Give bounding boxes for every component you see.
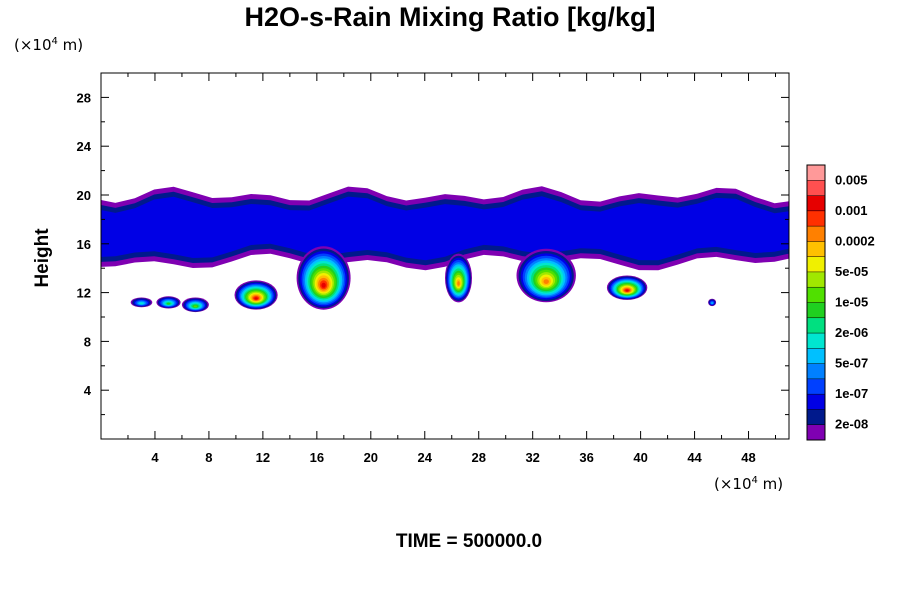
colorbar-label: 0.001 <box>835 203 868 218</box>
y-tick-label: 8 <box>84 334 91 349</box>
convective-cell <box>516 248 576 303</box>
x-tick-label: 44 <box>687 450 702 465</box>
convective-cell <box>296 246 351 310</box>
y-unit-suffix: m) <box>57 36 84 54</box>
convective-cell <box>708 298 717 307</box>
colorbar-label: 1e-05 <box>835 295 868 310</box>
colorbar-label: 0.0002 <box>835 233 875 248</box>
x-tick-label: 8 <box>205 450 212 465</box>
y-tick-label: 28 <box>77 90 91 105</box>
x-unit-prefix: (×10 <box>714 475 752 493</box>
convective-cell <box>181 297 209 313</box>
y-tick-label: 16 <box>77 237 91 252</box>
convective-cell <box>445 253 472 303</box>
x-tick-label: 32 <box>525 450 539 465</box>
colorbar-swatch <box>807 256 825 273</box>
x-tick-label: 12 <box>256 450 270 465</box>
cell-contour <box>321 282 326 288</box>
y-axis-unit: (×104 m) <box>14 32 83 55</box>
y-tick-label: 4 <box>84 383 92 398</box>
convective-cell <box>156 296 181 309</box>
cell-contour <box>457 281 460 286</box>
x-unit-exponent: 4 <box>751 475 758 486</box>
layer-contour <box>101 196 789 261</box>
colorbar-swatch <box>807 317 825 334</box>
plot-frame <box>100 72 790 440</box>
upper-layer <box>101 186 789 271</box>
colorbar-swatch <box>807 165 825 181</box>
colorbar-swatch <box>807 424 825 441</box>
convective-cell <box>234 280 278 310</box>
cell-contour <box>711 302 713 304</box>
colorbar-swatch <box>807 195 825 212</box>
colorbar-swatch <box>807 271 825 288</box>
cell-contour <box>254 297 258 300</box>
x-tick-label: 20 <box>364 450 378 465</box>
colorbar-label: 1e-07 <box>835 386 868 401</box>
cell-contour <box>193 305 198 308</box>
colorbar-swatch <box>807 363 825 380</box>
y-tick-label: 20 <box>77 188 91 203</box>
x-tick-label: 36 <box>579 450 593 465</box>
convective-cell <box>130 297 153 308</box>
cell-contour <box>625 289 629 292</box>
colorbar-swatch <box>807 210 825 227</box>
colorbar-label: 2e-06 <box>835 325 868 340</box>
x-tick-label: 48 <box>741 450 755 465</box>
x-axis-unit: (×104 m) <box>714 471 783 494</box>
x-tick-label: 28 <box>471 450 485 465</box>
cell-contour <box>139 302 144 305</box>
cell-contour <box>543 279 549 284</box>
colorbar-swatch <box>807 180 825 196</box>
x-tick-label: 40 <box>633 450 647 465</box>
colorbar-swatch <box>807 348 825 364</box>
cell-contour <box>166 302 171 305</box>
x-tick-label: 4 <box>151 450 159 465</box>
convective-cell <box>606 275 648 300</box>
y-tick-label: 24 <box>77 139 92 154</box>
colorbar-swatch <box>807 302 825 319</box>
colorbar-swatch <box>807 409 825 426</box>
x-unit-suffix: m) <box>757 475 784 493</box>
chart-title: H2O-s-Rain Mixing Ratio [kg/kg] <box>244 2 656 32</box>
colorbar-label: 2e-08 <box>835 417 868 432</box>
colorbar-swatch <box>807 333 825 349</box>
colorbar-swatch <box>807 287 825 303</box>
y-tick-label: 12 <box>77 286 91 301</box>
colorbar-swatch <box>807 241 825 257</box>
colorbar-swatch <box>807 378 825 395</box>
x-tick-label: 24 <box>418 450 433 465</box>
colorbar-label: 5e-05 <box>835 264 868 279</box>
rain-field <box>101 186 789 313</box>
y-unit-exponent: 4 <box>51 36 58 47</box>
colorbar-label: 0.005 <box>835 172 868 187</box>
y-unit-prefix: (×10 <box>14 36 52 54</box>
colorbar-swatch <box>807 394 825 410</box>
colorbar-swatch <box>807 226 825 242</box>
x-tick-label: 16 <box>310 450 324 465</box>
colorbar: 2e-08 1e-07 5e-07 2e-06 1e-05 5e-05 0.0002 0.00… <box>806 164 875 441</box>
time-label: TIME = 500000.0 <box>395 531 543 552</box>
colorbar-label: 5e-07 <box>835 356 868 371</box>
